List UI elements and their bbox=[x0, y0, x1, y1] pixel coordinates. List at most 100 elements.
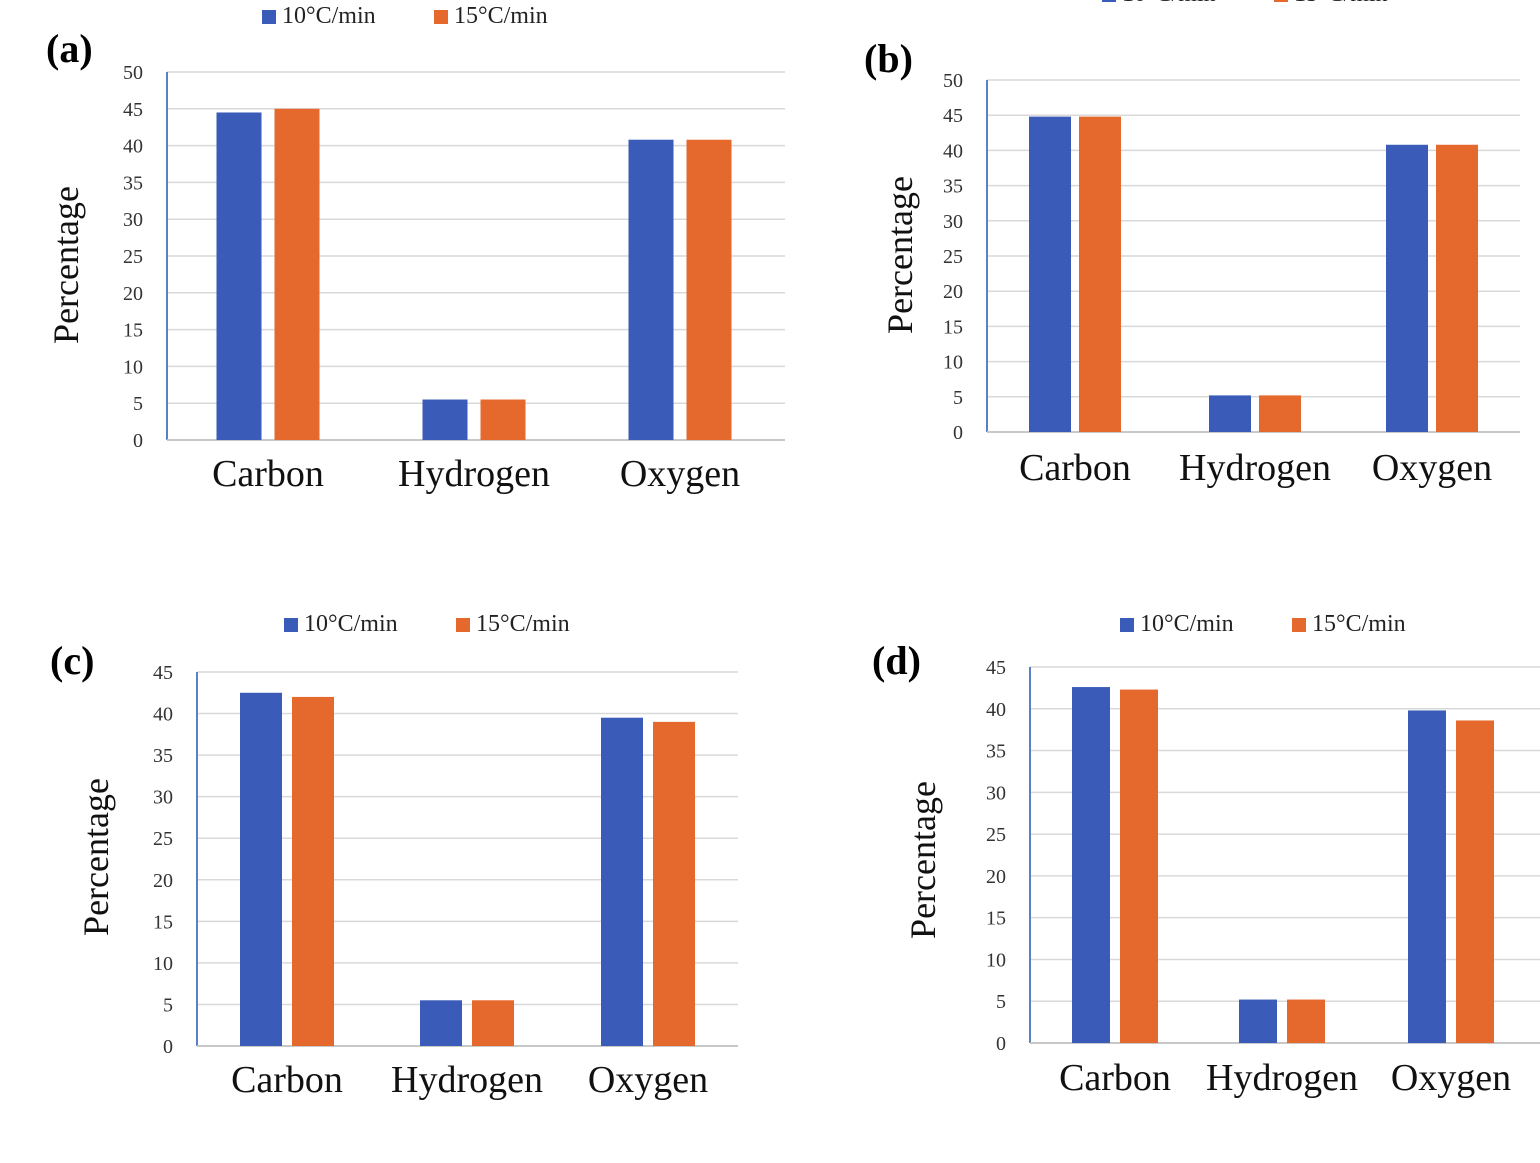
y-tick-label: 45 bbox=[943, 105, 963, 127]
legend-swatch bbox=[434, 10, 448, 24]
chart-panel-1: 0 5 10 15 20 25 30 35 40 45 50 Carbon Hydrogen Oxygen… bbox=[46, 3, 785, 495]
y-tick-label: 35 bbox=[986, 741, 1006, 763]
y-axis-label: Percentage bbox=[46, 186, 86, 344]
panel-label: (b) bbox=[864, 36, 913, 81]
y-tick-label: 10 bbox=[153, 953, 173, 975]
bar-oxygen-series-2 bbox=[686, 139, 732, 440]
y-tick-label: 30 bbox=[153, 787, 173, 809]
y-tick-label: 10 bbox=[943, 352, 963, 374]
panel-label: (d) bbox=[872, 638, 921, 683]
y-tick-label: 25 bbox=[153, 828, 173, 850]
y-tick-label: 20 bbox=[986, 866, 1006, 888]
legend-swatch bbox=[1120, 618, 1134, 632]
bar-carbon-series-1 bbox=[240, 692, 282, 1046]
bar-oxygen-series-1 bbox=[1408, 710, 1446, 1043]
y-tick-label: 0 bbox=[133, 430, 143, 452]
bar-oxygen-series-1 bbox=[628, 139, 674, 440]
y-tick-label: 15 bbox=[153, 911, 173, 933]
bar-oxygen-series-2 bbox=[1456, 720, 1494, 1043]
y-axis-label: Percentage bbox=[903, 781, 943, 939]
y-tick-label: 0 bbox=[996, 1033, 1006, 1055]
bar-carbon-series-1 bbox=[1072, 687, 1110, 1043]
y-tick-label: 0 bbox=[163, 1036, 173, 1058]
bar-oxygen-series-1 bbox=[601, 717, 643, 1046]
y-tick-label: 20 bbox=[153, 870, 173, 892]
bar-oxygen-series-1 bbox=[1386, 144, 1428, 432]
y-tick-label: 20 bbox=[943, 281, 963, 303]
bar-carbon-series-2 bbox=[1079, 116, 1121, 432]
x-category-label: Hydrogen bbox=[398, 453, 550, 495]
y-tick-label: 10 bbox=[123, 356, 143, 378]
y-tick-label: 5 bbox=[996, 991, 1006, 1013]
chart-panel-2: 0 5 10 15 20 25 30 35 40 45 50 Carbon Hydrogen Oxygen… bbox=[864, 0, 1520, 489]
x-category-label: Hydrogen bbox=[1179, 447, 1331, 489]
y-tick-label: 45 bbox=[986, 657, 1006, 679]
y-tick-label: 40 bbox=[986, 699, 1006, 721]
legend-swatch bbox=[1274, 0, 1288, 2]
bar-hydrogen-series-1 bbox=[1239, 999, 1277, 1043]
bar-hydrogen-series-1 bbox=[1209, 395, 1251, 432]
bar-carbon-series-1 bbox=[216, 112, 262, 440]
legend-swatch bbox=[1102, 0, 1116, 2]
y-tick-label: 50 bbox=[943, 70, 963, 92]
bar-oxygen-series-2 bbox=[653, 721, 695, 1046]
y-tick-label: 20 bbox=[123, 283, 143, 305]
y-tick-label: 5 bbox=[133, 393, 143, 415]
bar-carbon-series-1 bbox=[1029, 116, 1071, 432]
x-category-label: Oxygen bbox=[1372, 447, 1492, 489]
y-tick-label: 35 bbox=[123, 172, 143, 194]
bar-hydrogen-series-2 bbox=[1287, 999, 1325, 1043]
bar-hydrogen-series-2 bbox=[472, 1000, 514, 1046]
panel-label: (c) bbox=[50, 638, 94, 683]
y-tick-label: 35 bbox=[153, 745, 173, 767]
y-tick-label: 0 bbox=[953, 422, 963, 444]
y-tick-label: 15 bbox=[943, 316, 963, 338]
bar-carbon-series-2 bbox=[274, 108, 320, 441]
y-tick-label: 15 bbox=[986, 908, 1006, 930]
bar-hydrogen-series-1 bbox=[420, 1000, 462, 1046]
y-tick-label: 5 bbox=[953, 387, 963, 409]
legend-swatch bbox=[262, 10, 276, 24]
bar-hydrogen-series-1 bbox=[422, 399, 468, 440]
x-category-label: Carbon bbox=[212, 453, 324, 495]
legend-entry: 10°C/min bbox=[282, 3, 376, 29]
chart-panel-3: 0 5 10 15 20 25 30 35 40 45 Carbon Hydrogen Oxygen Pe… bbox=[50, 611, 738, 1101]
y-tick-label: 30 bbox=[123, 209, 143, 231]
legend-entry: 15°C/min bbox=[1294, 0, 1388, 7]
y-tick-label: 40 bbox=[123, 136, 143, 158]
y-tick-label: 50 bbox=[123, 62, 143, 84]
y-tick-label: 25 bbox=[123, 246, 143, 268]
x-category-label: Oxygen bbox=[588, 1059, 708, 1101]
x-category-label: Carbon bbox=[1059, 1057, 1171, 1099]
bar-hydrogen-series-2 bbox=[480, 399, 526, 440]
bar-carbon-series-2 bbox=[292, 696, 334, 1046]
legend-swatch bbox=[284, 618, 298, 632]
y-tick-label: 30 bbox=[943, 211, 963, 233]
y-tick-label: 45 bbox=[153, 662, 173, 684]
y-tick-label: 30 bbox=[986, 782, 1006, 804]
y-tick-label: 25 bbox=[943, 246, 963, 268]
legend-entry: 15°C/min bbox=[454, 3, 548, 29]
y-tick-label: 40 bbox=[153, 704, 173, 726]
bar-oxygen-series-2 bbox=[1436, 144, 1478, 432]
y-tick-label: 40 bbox=[943, 140, 963, 162]
legend-swatch bbox=[456, 618, 470, 632]
y-tick-label: 5 bbox=[163, 994, 173, 1016]
y-tick-label: 35 bbox=[943, 176, 963, 198]
y-axis-label: Percentage bbox=[76, 778, 116, 936]
y-axis-label: Percentage bbox=[880, 176, 920, 334]
x-category-label: Carbon bbox=[231, 1059, 343, 1101]
legend-entry: 15°C/min bbox=[1312, 611, 1406, 637]
legend-swatch bbox=[1292, 618, 1306, 632]
legend-entry: 15°C/min bbox=[476, 611, 570, 637]
x-category-label: Carbon bbox=[1019, 447, 1131, 489]
x-category-label: Hydrogen bbox=[391, 1059, 543, 1101]
x-category-label: Oxygen bbox=[1391, 1057, 1511, 1099]
x-category-label: Oxygen bbox=[620, 453, 740, 495]
y-tick-label: 10 bbox=[986, 949, 1006, 971]
legend-entry: 10°C/min bbox=[304, 611, 398, 637]
bar-hydrogen-series-2 bbox=[1259, 395, 1301, 432]
bar-carbon-series-2 bbox=[1120, 689, 1158, 1043]
legend-entry: 10°C/min bbox=[1122, 0, 1216, 7]
